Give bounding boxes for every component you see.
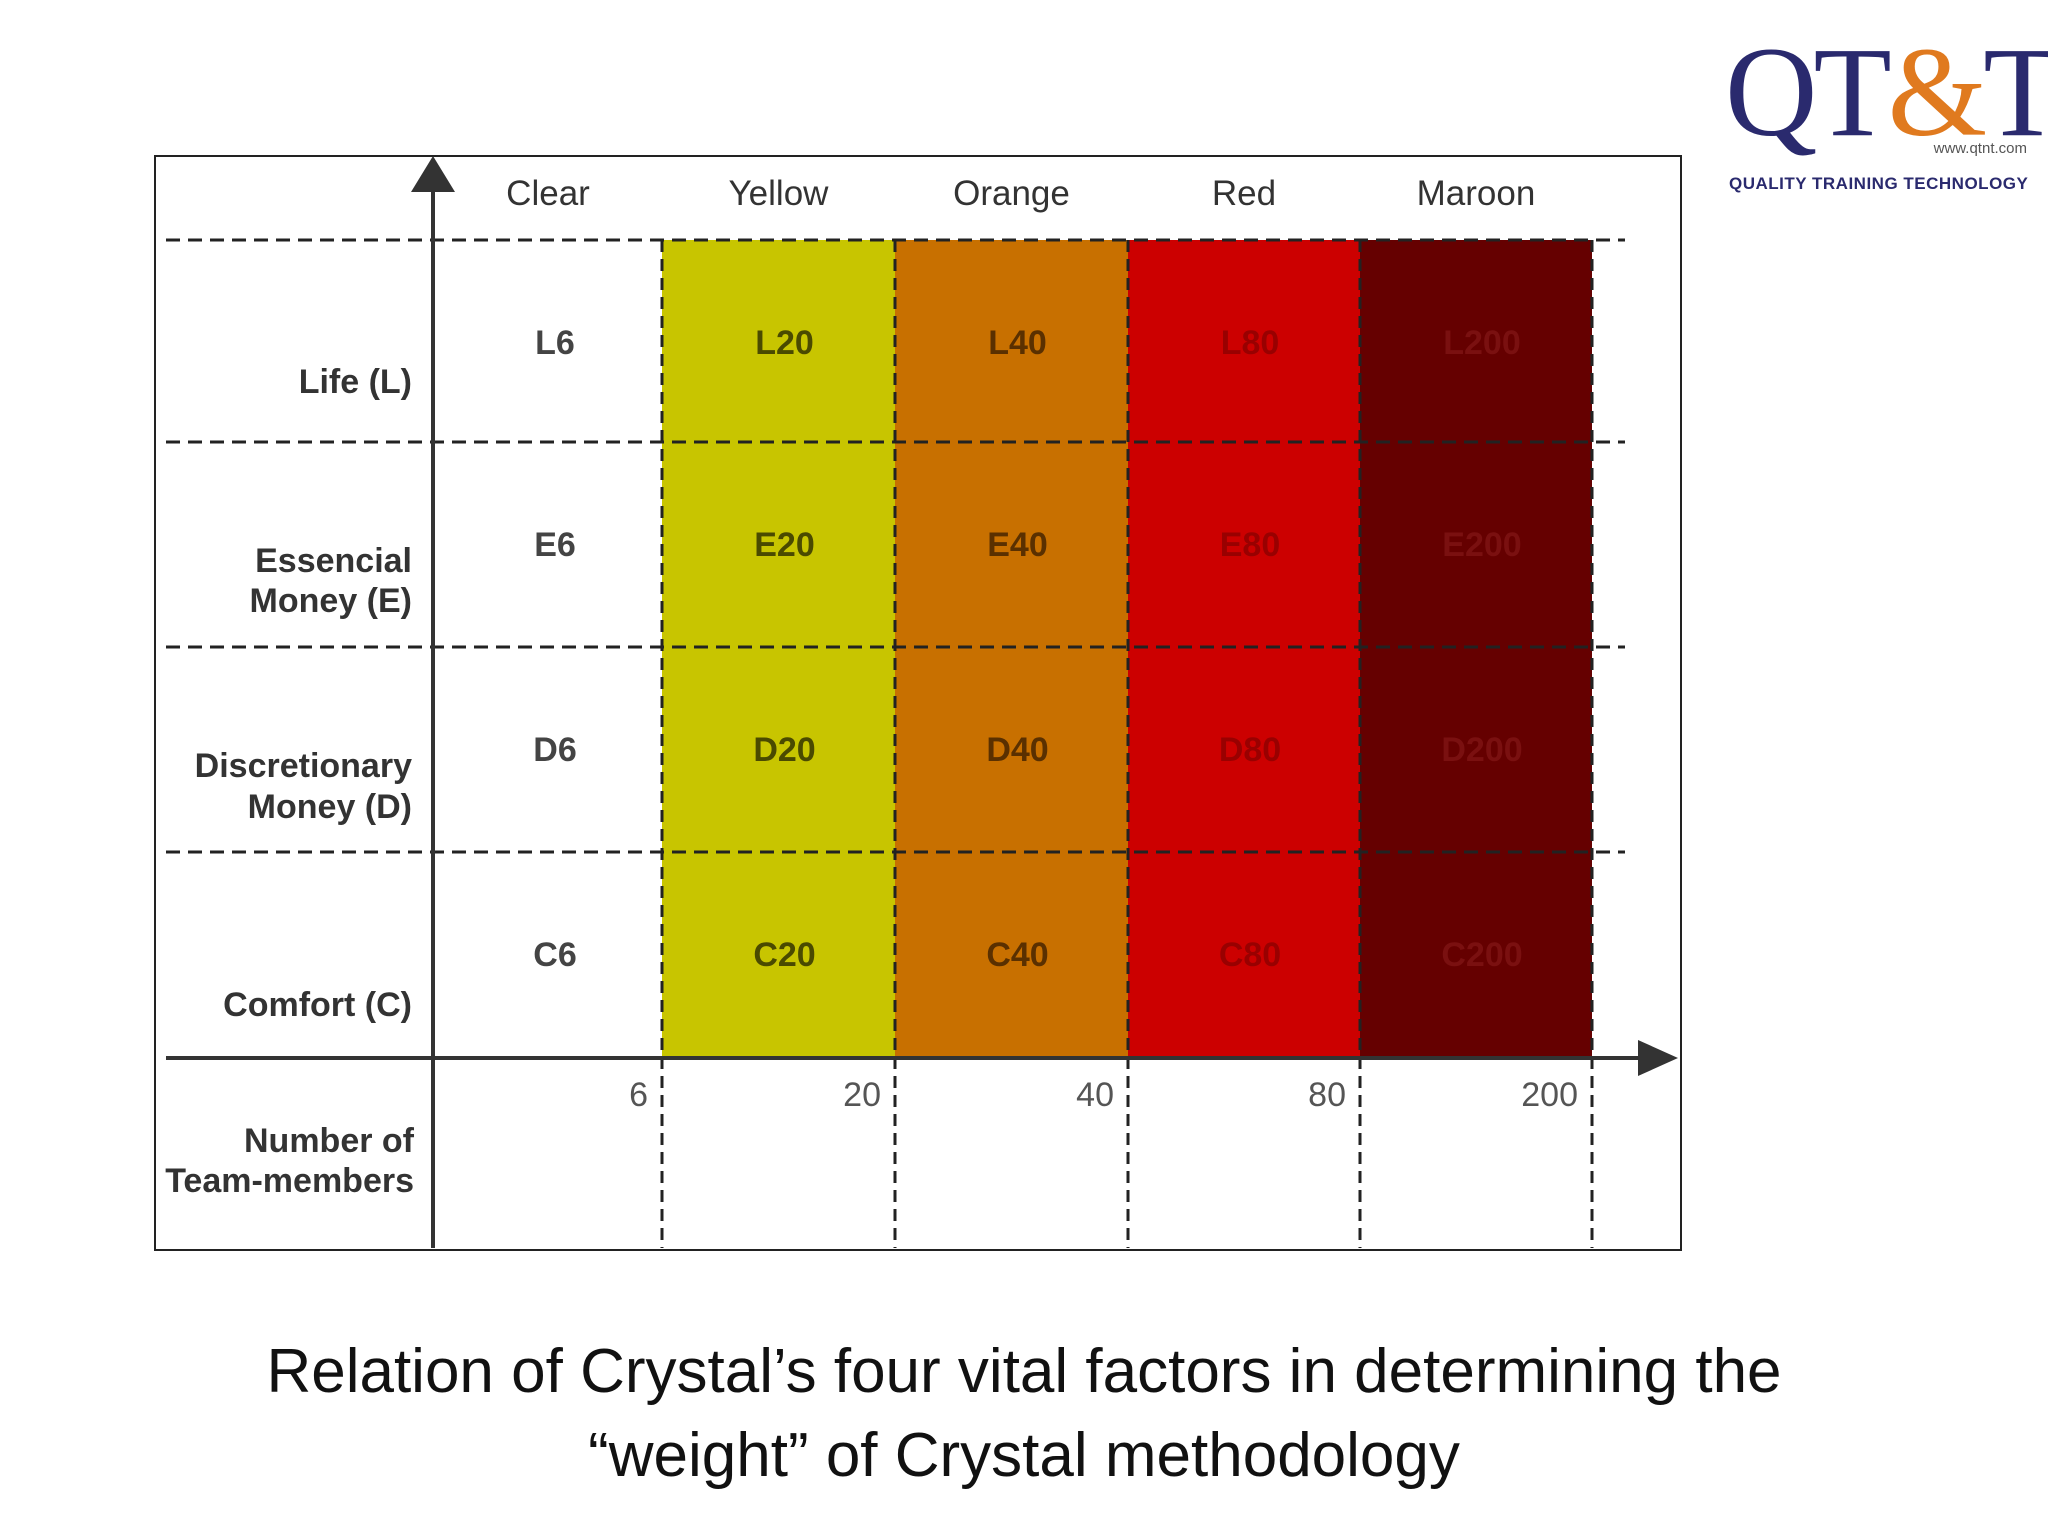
column-header-orange: Orange [953,174,1070,213]
team-size-80: 80 [1308,1076,1346,1114]
cell-c80: C80 [1219,936,1281,974]
x-axis-arrowhead [1638,1040,1678,1076]
band-orange [895,240,1128,1058]
cell-c6: C6 [533,936,576,974]
cell-d80: D80 [1219,731,1281,769]
team-size-40: 40 [1076,1076,1114,1114]
row-label-1-line-0: Essencial [255,542,412,580]
column-header-yellow: Yellow [729,174,830,213]
team-size-20: 20 [843,1076,881,1114]
logo-tagline: QUALITY TRAINING TECHNOLOGY [1729,174,2029,193]
y-axis-arrowhead [411,156,455,192]
cell-e20: E20 [754,526,815,564]
row-label-1-line-1: Money (E) [250,582,412,620]
cell-d6: D6 [533,731,576,769]
row-label-2-line-0: Discretionary [195,747,412,785]
cell-l40: L40 [988,324,1047,362]
team-size-6: 6 [629,1076,648,1114]
cell-c20: C20 [753,936,815,974]
logo-mark: QT&T [1725,21,2048,163]
cell-e200: E200 [1442,526,1521,564]
column-header-maroon: Maroon [1417,174,1536,213]
cell-l6: L6 [535,324,575,362]
row-label-0-line-0: Life (L) [299,363,412,401]
row-label-3-line-0: Comfort (C) [223,986,412,1024]
column-header-red: Red [1212,174,1276,213]
caption-line-1: Relation of Crystal’s four vital factors… [266,1337,1782,1406]
cell-d20: D20 [753,731,815,769]
x-axis-label-line-0: Number of [244,1122,415,1160]
team-size-200: 200 [1521,1076,1578,1114]
cell-l80: L80 [1221,324,1280,362]
cell-d200: D200 [1441,731,1522,769]
band-yellow [662,240,895,1058]
diagram-frame [154,155,1682,1251]
caption-line-2: “weight” of Crystal methodology [588,1421,1460,1490]
band-maroon [1360,240,1592,1058]
x-axis-label-line-1: Team-members [165,1162,414,1200]
cell-e6: E6 [534,526,576,564]
cell-e40: E40 [987,526,1048,564]
band-red [1128,240,1360,1058]
cell-c200: C200 [1441,936,1522,974]
row-label-2-line-1: Money (D) [248,788,412,826]
qtnt-logo: QT&T www.qtnt.com QUALITY TRAINING TECHN… [1715,22,2048,202]
figure-caption: Relation of Crystal’s four vital factors… [0,1330,2048,1498]
cell-l20: L20 [755,324,814,362]
cell-l200: L200 [1443,324,1521,362]
column-header-clear: Clear [506,174,590,213]
cell-c40: C40 [986,936,1048,974]
cell-d40: D40 [986,731,1048,769]
logo-url: www.qtnt.com [1933,140,2027,157]
cell-e80: E80 [1220,526,1281,564]
